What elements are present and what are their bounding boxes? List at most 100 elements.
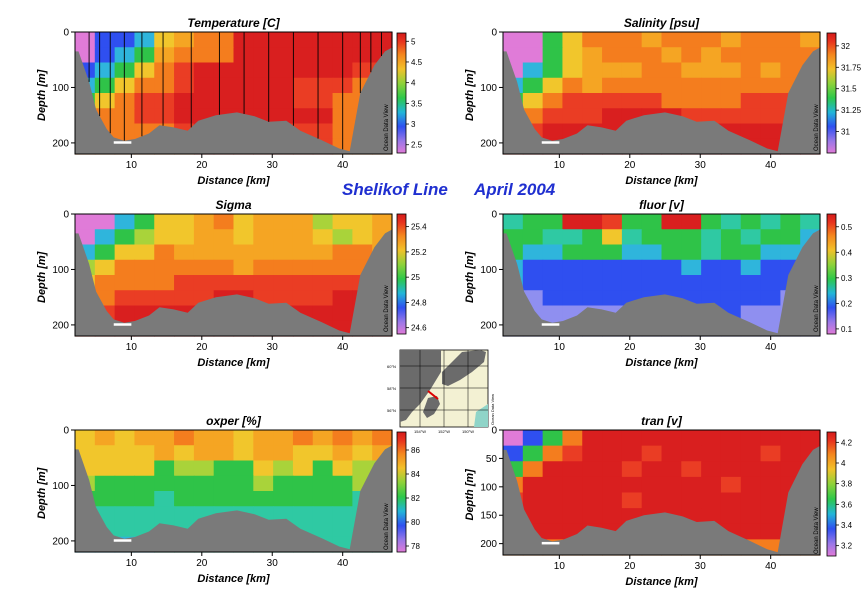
heatmap-cell xyxy=(292,108,314,125)
heatmap-cell xyxy=(193,445,215,462)
heatmap-cell xyxy=(621,214,643,230)
heatmap-cell xyxy=(154,32,175,48)
heatmap-cell xyxy=(114,123,136,140)
heatmap-cell xyxy=(621,77,643,94)
colorbar-tick-label: 3.5 xyxy=(411,99,423,108)
heatmap-cell xyxy=(681,93,702,109)
heatmap-cell xyxy=(233,475,254,492)
heatmap-cell xyxy=(233,214,254,230)
heatmap-cell xyxy=(154,506,175,523)
panel-title: Temperature [C] xyxy=(187,16,280,30)
colorbar: 5 4.5 4 3.5 3 2.5 xyxy=(396,32,423,154)
heatmap-cell xyxy=(542,445,564,462)
heatmap-cell xyxy=(522,259,544,276)
heatmap-cell xyxy=(134,214,155,230)
heatmap-cell xyxy=(174,93,195,109)
heatmap-cell xyxy=(562,32,583,48)
heatmap-cell xyxy=(292,506,314,523)
heatmap-cell xyxy=(602,32,623,48)
heatmap-cell xyxy=(312,214,334,230)
heatmap-cell xyxy=(621,476,643,494)
heatmap-cell xyxy=(760,305,781,322)
heatmap-cell xyxy=(114,290,136,307)
heatmap-cell xyxy=(681,77,702,94)
heatmap-cell xyxy=(292,62,314,79)
colorbar-gradient xyxy=(826,213,837,335)
colorbar-tick-label: 4 xyxy=(411,79,416,88)
heatmap-cell xyxy=(582,275,603,291)
heatmap-cell xyxy=(760,492,781,509)
colorbar-tick-label: 4.5 xyxy=(411,58,423,67)
heatmap-cell xyxy=(253,214,274,230)
colorbar-tick-label: 3 xyxy=(411,120,416,129)
map-lat-label-2: 58°N xyxy=(387,386,396,391)
heatmap-cell xyxy=(701,430,722,447)
heatmap-cell xyxy=(621,430,643,447)
heatmap-cell xyxy=(114,244,136,261)
heatmap-cell xyxy=(193,275,215,291)
heatmap-cell xyxy=(522,229,544,246)
heatmap-cell xyxy=(352,430,373,446)
heatmap-cell xyxy=(94,460,116,477)
plot-frame xyxy=(74,429,393,553)
heatmap-cell xyxy=(193,460,215,477)
heatmap-cell xyxy=(154,108,175,125)
heatmap-cell xyxy=(75,32,96,48)
heatmap-cell xyxy=(332,244,353,261)
heatmap-cell xyxy=(740,93,762,109)
heatmap-cell xyxy=(253,430,274,446)
heatmap-cell xyxy=(562,62,583,79)
y-tick-label: 150 xyxy=(480,511,497,522)
heatmap-cell xyxy=(701,508,722,525)
heatmap-cell xyxy=(174,214,195,230)
x-tick-label: 20 xyxy=(196,342,208,353)
heatmap-cell xyxy=(372,32,393,48)
y-tick-label: 200 xyxy=(480,138,497,149)
heatmap-cell xyxy=(273,290,294,307)
colorbar-tick-label: 31.5 xyxy=(841,85,857,94)
x-axis-label: Distance [km] xyxy=(625,357,697,369)
heatmap-cell xyxy=(740,77,762,94)
heatmap-cell xyxy=(273,475,294,492)
colorbar-tick-label: 4 xyxy=(841,459,846,468)
heatmap-cell xyxy=(522,32,544,48)
heatmap-cell xyxy=(213,32,235,48)
heatmap-cell xyxy=(562,229,583,246)
x-tick-label: 10 xyxy=(554,160,566,171)
colorbar-tick-label: 82 xyxy=(411,494,420,503)
heatmap-cell xyxy=(233,244,254,261)
heatmap-cell xyxy=(134,475,155,492)
heatmap-cell xyxy=(661,259,682,276)
x-tick-label: 30 xyxy=(267,558,279,569)
heatmap-cell xyxy=(114,47,136,64)
heatmap-cell xyxy=(332,305,353,322)
heatmap-cell xyxy=(661,47,682,64)
heatmap-cell xyxy=(562,492,583,509)
heatmap-cell xyxy=(720,229,742,246)
heatmap-cell xyxy=(332,491,353,507)
heatmap-cell xyxy=(602,229,623,246)
y-tick-label: 0 xyxy=(63,210,69,221)
heatmap-cell xyxy=(292,93,314,109)
seafloor-gap xyxy=(541,323,560,326)
heatmap-cell xyxy=(582,62,603,79)
heatmap-cell xyxy=(641,32,663,48)
heatmap-cell xyxy=(312,93,334,109)
colorbar: 25.4 25.2 25 24.8 24.6 xyxy=(396,213,427,335)
heatmap-cell xyxy=(641,93,663,109)
heatmap-cell xyxy=(233,229,254,246)
heatmap-cell xyxy=(641,229,663,246)
map-lat-label-1: 60°N xyxy=(387,364,396,369)
heatmap-cell xyxy=(780,461,801,478)
heatmap-cell xyxy=(312,305,334,322)
heatmap-cell xyxy=(114,259,136,276)
heatmap-cell xyxy=(213,62,235,79)
heatmap-cell xyxy=(114,229,136,246)
heatmap-cell xyxy=(602,77,623,94)
heatmap-cell xyxy=(174,244,195,261)
heatmap-cell xyxy=(134,445,155,462)
heatmap-cell xyxy=(760,430,781,447)
heatmap-cell xyxy=(720,430,742,447)
heatmap-cell xyxy=(273,77,294,94)
heatmap-cell xyxy=(602,508,623,525)
